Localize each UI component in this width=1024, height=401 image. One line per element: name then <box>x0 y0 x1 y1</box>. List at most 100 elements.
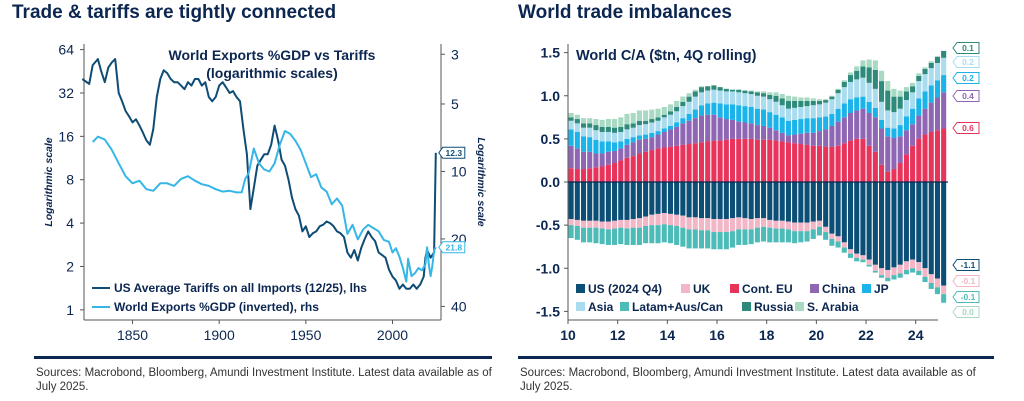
bar-JP <box>705 103 711 115</box>
y-tick-label: 4 <box>66 215 74 231</box>
bar-Russia <box>655 117 661 121</box>
bar-UK <box>897 264 903 274</box>
bar-China <box>885 136 891 172</box>
bar-SArabia <box>667 104 673 112</box>
bar-Russia <box>829 96 835 100</box>
end-label-JP: 0.2 <box>962 73 974 83</box>
bar-China <box>891 138 897 170</box>
bar-China <box>736 121 742 139</box>
bar-US <box>661 182 667 214</box>
bar-JP <box>841 103 847 118</box>
y2-tick-label: 5 <box>451 96 459 112</box>
tariffs-line <box>81 58 437 290</box>
bar-Asia <box>692 96 698 110</box>
bar-US <box>916 182 922 263</box>
bar-China <box>624 144 630 158</box>
bar-China <box>897 136 903 164</box>
bar-JP <box>624 138 630 145</box>
bar-JP <box>599 141 605 154</box>
bar-UK <box>785 221 791 230</box>
bar-ContEU <box>580 169 587 182</box>
x-tick-label: 1850 <box>117 327 148 343</box>
bar-SArabia <box>568 113 574 118</box>
bar-Asia <box>643 124 649 135</box>
bar-Russia <box>630 123 636 128</box>
bar-US <box>860 182 866 256</box>
bar-US <box>730 182 736 219</box>
bar-Russia <box>779 98 785 106</box>
bar-Russia <box>854 70 860 80</box>
bar-JP <box>680 118 686 124</box>
bar-Asia <box>773 101 779 115</box>
bar-UK <box>624 219 630 229</box>
bar-JP <box>711 102 717 115</box>
bar-US <box>705 182 711 219</box>
bar-SArabia <box>649 109 655 120</box>
bar-ContEU <box>910 145 916 182</box>
bar-UK <box>916 262 922 271</box>
bar-UK <box>667 213 673 226</box>
ca-x-tick-label: 14 <box>660 327 676 343</box>
legend-swatch-Asia <box>576 302 585 311</box>
bar-Russia <box>792 100 798 108</box>
bar-Asia <box>910 92 916 109</box>
bar-JP <box>643 134 649 139</box>
bar-Asia <box>587 127 593 138</box>
bar-US <box>773 182 779 221</box>
bar-ContEU <box>897 163 903 182</box>
bar-Asia <box>761 96 767 110</box>
bar-Asia <box>785 108 791 121</box>
bar-China <box>599 153 605 167</box>
bar-China <box>779 132 785 142</box>
bar-US <box>717 182 723 220</box>
bar-UK <box>717 219 723 233</box>
bar-Russia <box>816 100 823 105</box>
bar-SArabia <box>903 87 909 92</box>
bar-Russia <box>736 89 742 93</box>
legend-swatch-LatamAusCan <box>620 302 629 311</box>
bar-UK <box>773 220 779 229</box>
bar-SArabia <box>885 81 891 91</box>
bar-JP <box>593 139 599 154</box>
bar-Russia <box>761 93 767 97</box>
end-label-UK: -0.1 <box>961 276 976 286</box>
bar-SArabia <box>847 72 854 76</box>
bar-LatamAusCan <box>730 231 736 248</box>
bar-UK <box>891 267 897 276</box>
bar-ContEU <box>705 141 711 182</box>
bar-China <box>574 148 580 170</box>
bar-Asia <box>879 101 885 120</box>
bar-UK <box>618 219 624 228</box>
bar-Russia <box>705 86 711 91</box>
left-panel-title: Trade & tariffs are tightly connected <box>12 2 337 23</box>
bar-China <box>655 134 661 149</box>
bar-US <box>941 182 947 286</box>
bar-UK <box>835 236 841 242</box>
bar-UK <box>804 222 810 232</box>
bar-SArabia <box>624 113 630 125</box>
bar-US <box>587 182 593 221</box>
bar-Russia <box>605 126 611 132</box>
bar-JP <box>866 101 872 113</box>
bar-SArabia <box>854 66 860 71</box>
bar-China <box>823 129 829 147</box>
bar-SArabia <box>698 86 705 88</box>
bar-UK <box>636 218 642 228</box>
bar-China <box>879 128 885 165</box>
bar-JP <box>860 96 866 109</box>
bar-US <box>829 182 835 234</box>
bar-SArabia <box>599 119 605 127</box>
bar-UK <box>754 218 760 228</box>
bar-Asia <box>804 106 810 119</box>
bar-ContEU <box>636 153 642 182</box>
bar-UK <box>736 217 742 230</box>
bar-JP <box>928 85 934 103</box>
bar-SArabia <box>829 95 835 97</box>
bar-SArabia <box>574 114 580 120</box>
bar-ContEU <box>748 138 754 183</box>
end-label-Russia-box <box>952 42 980 54</box>
bar-SArabia <box>792 96 798 101</box>
bar-China <box>847 113 854 141</box>
bar-China <box>754 125 760 140</box>
bar-JP <box>941 75 947 93</box>
